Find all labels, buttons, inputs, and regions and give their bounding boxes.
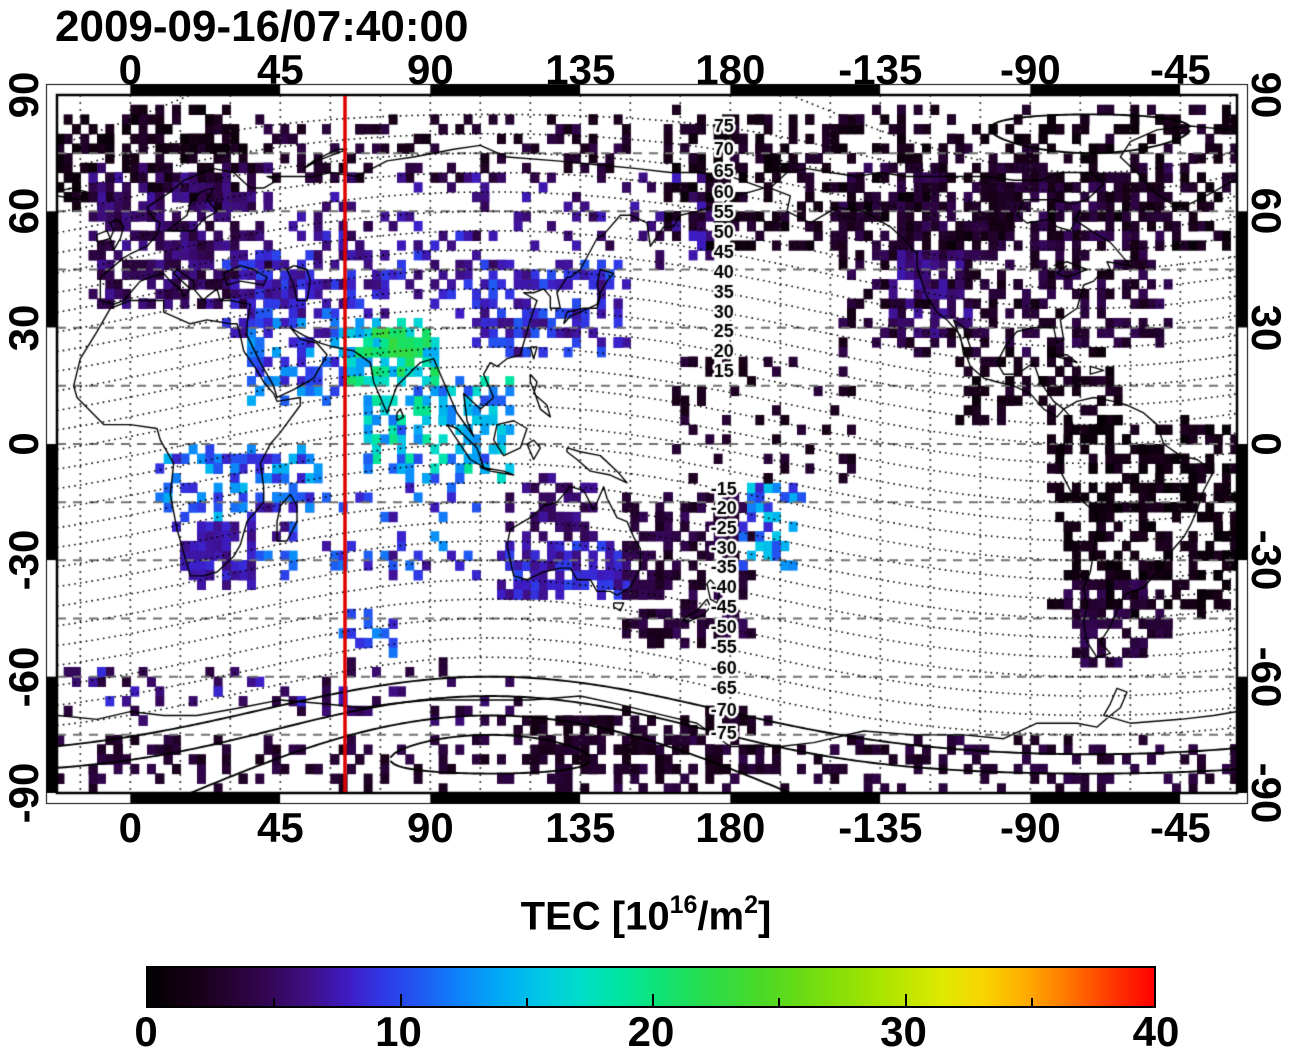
lon-tick-top-135: 135	[545, 46, 616, 93]
lat-tick-left-60: 60	[0, 187, 47, 235]
colorbar-tick-15	[525, 998, 528, 1006]
colorbar-label-10: 10	[375, 1008, 422, 1055]
colorbar-tick-10	[399, 994, 402, 1006]
lon-tick-bottom-180: 180	[695, 804, 766, 851]
colorbar	[146, 966, 1156, 1008]
colorbar-title-exp1: 16	[669, 891, 698, 919]
lon-tick-top-180: 180	[695, 46, 766, 93]
colorbar-tick-5	[273, 998, 276, 1006]
colorbar-title-end: ]	[758, 894, 772, 939]
lon-tick-top-90: 90	[406, 46, 454, 93]
lat-tick-left-0: 0	[0, 432, 47, 456]
lat-tick-left-30: 30	[0, 304, 47, 352]
lat-tick-left--30: -30	[0, 529, 47, 591]
colorbar-label-0: 0	[134, 1008, 158, 1055]
lon-tick-bottom--135: -135	[838, 804, 923, 851]
colorbar-label-30: 30	[880, 1008, 927, 1055]
colorbar-title-exp2: 2	[744, 891, 758, 919]
colorbar-tick-20	[652, 994, 654, 1006]
lon-tick-bottom--90: -90	[999, 804, 1061, 851]
lat-tick-right-0: 0	[1243, 432, 1290, 456]
colorbar-title: TEC [1016/m2]	[346, 891, 946, 939]
lon-tick-bottom-0: 0	[118, 804, 143, 851]
colorbar-title-mid: /m	[697, 894, 745, 939]
lat-tick-right--60: -60	[1243, 646, 1290, 708]
lon-tick-bottom-45: 45	[256, 804, 304, 851]
lat-tick-left--90: -90	[0, 762, 47, 824]
lon-tick-top--45: -45	[1149, 46, 1211, 93]
lon-tick-bottom-90: 90	[406, 804, 454, 851]
lon-tick-top--135: -135	[838, 46, 923, 93]
lon-tick-bottom--45: -45	[1149, 804, 1211, 851]
lon-tick-bottom-135: 135	[545, 804, 616, 851]
colorbar-tick-35	[1030, 998, 1033, 1006]
colorbar-title-text: TEC [10	[520, 894, 670, 939]
colorbar-label-20: 20	[627, 1008, 675, 1055]
lat-tick-right--90: -90	[1243, 762, 1290, 824]
lat-tick-right-90: 90	[1243, 71, 1290, 119]
lon-tick-top--90: -90	[999, 46, 1061, 93]
lat-tick-right-30: 30	[1243, 304, 1290, 352]
lat-tick-left-90: 90	[0, 71, 47, 119]
lat-tick-right--30: -30	[1243, 529, 1290, 591]
colorbar-tick-25	[778, 998, 781, 1006]
lat-tick-right-60: 60	[1243, 187, 1290, 235]
colorbar-tick-30	[904, 994, 907, 1006]
lon-tick-top-45: 45	[256, 46, 304, 93]
colorbar-label-40: 40	[1132, 1008, 1180, 1055]
lat-tick-left--60: -60	[0, 646, 47, 708]
lon-tick-top-0: 0	[118, 46, 143, 93]
